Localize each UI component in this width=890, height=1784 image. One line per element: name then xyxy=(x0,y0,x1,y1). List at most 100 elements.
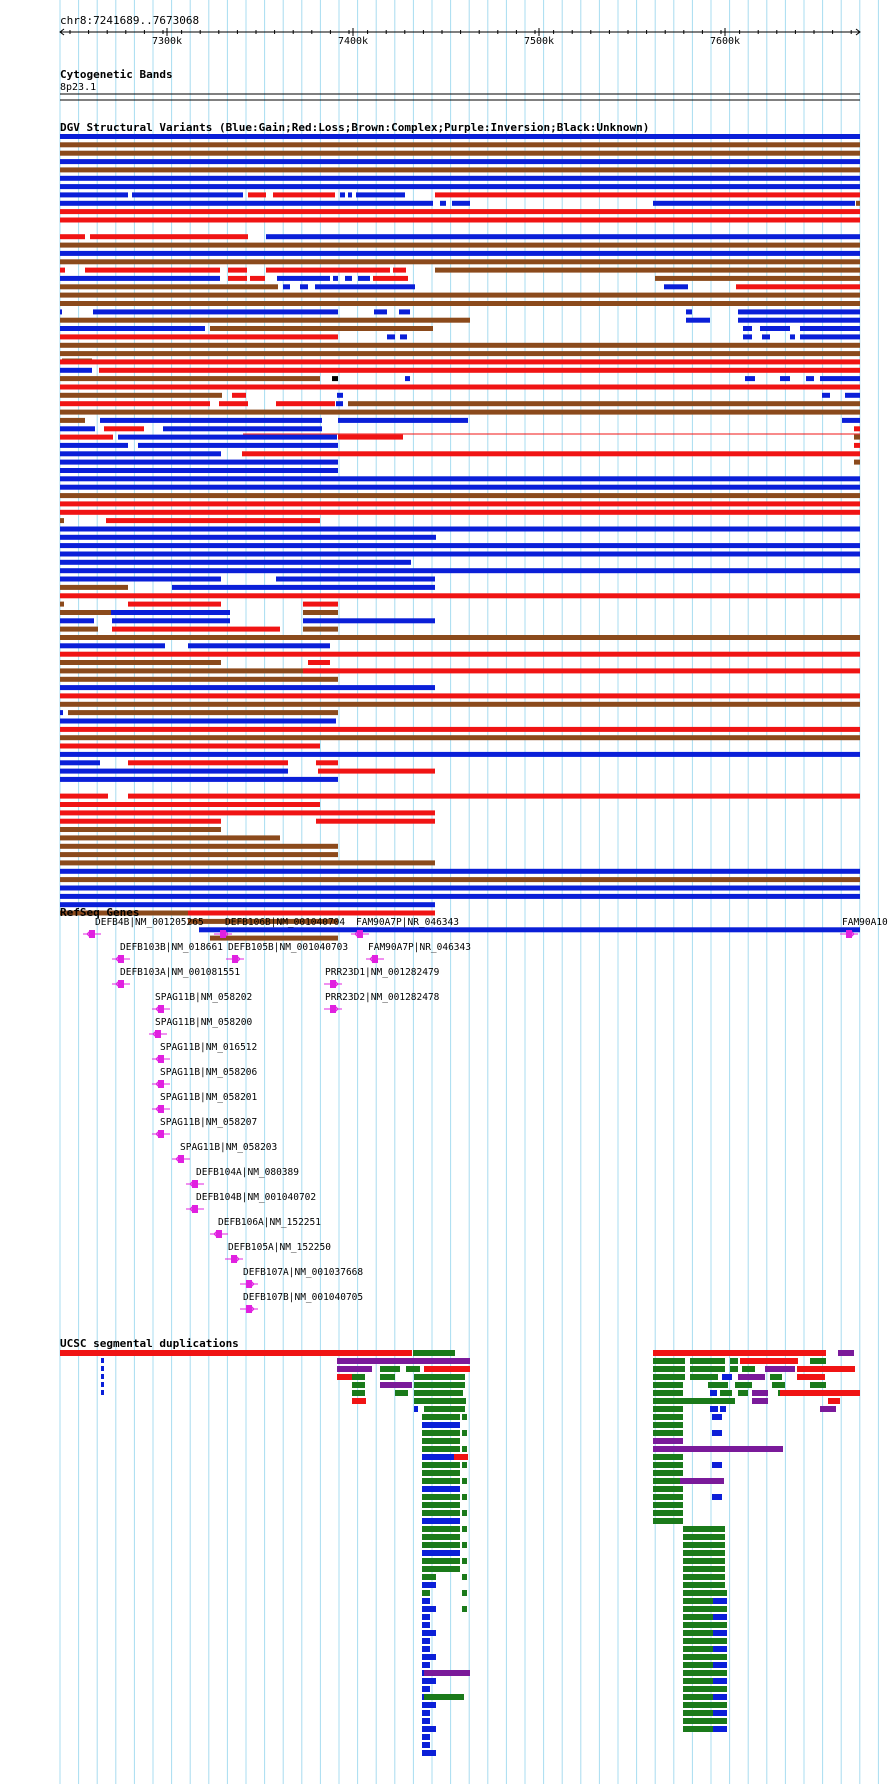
dgv-variant-bar xyxy=(106,518,320,524)
dgv-variant-bar xyxy=(93,309,338,315)
dgv-variant-bar xyxy=(300,284,308,290)
segdup-bar xyxy=(462,1574,467,1580)
segdup-bar xyxy=(462,1510,467,1516)
dgv-variant-bar xyxy=(760,326,790,331)
dgv-variant-bar xyxy=(111,610,230,615)
segdup-bar xyxy=(810,1358,826,1364)
segdup-bar xyxy=(730,1366,738,1372)
cytoband-track[interactable]: Cytogenetic Bands 8p23.1 xyxy=(60,68,860,101)
dgv-variant-bar xyxy=(308,660,330,665)
dgv-variant-bar xyxy=(60,401,210,407)
dgv-variant-bar xyxy=(60,760,100,766)
dgv-variant-bar xyxy=(60,534,436,540)
dgv-variant-bar xyxy=(60,635,860,640)
dgv-variant-bar xyxy=(60,543,860,549)
dgv-variant-bar xyxy=(435,267,860,273)
dgv-variant-bar xyxy=(60,468,338,473)
dgv-variant-bar xyxy=(356,192,405,198)
dgv-variant-bar xyxy=(60,417,85,423)
segdup-bar xyxy=(454,1454,468,1460)
dgv-variant-bar xyxy=(60,309,62,315)
dgv-variant-bar xyxy=(60,159,860,165)
gene-label: SPAG11B|NM_058201 xyxy=(160,1092,258,1103)
gene-label: FAM90A10 xyxy=(842,917,888,928)
dgv-variant-bar xyxy=(60,701,860,707)
segdup-bar xyxy=(713,1718,727,1724)
dgv-variant-bar xyxy=(128,793,860,799)
segdup-bar xyxy=(653,1510,683,1516)
segdup-bar xyxy=(752,1390,768,1396)
segdup-bar xyxy=(683,1662,725,1668)
dgv-variant-bar xyxy=(332,376,338,382)
gene-label: FAM90A7P|NR_046343 xyxy=(368,942,471,953)
dgv-variant-bar xyxy=(60,200,433,206)
segdup-bar xyxy=(422,1422,460,1428)
dgv-variant-bar xyxy=(842,417,860,423)
segdup-bar xyxy=(413,1350,455,1356)
segdup-bar xyxy=(422,1630,436,1636)
gene-label: FAM90A7P|NR_046343 xyxy=(356,917,459,928)
dgv-variant-bar xyxy=(743,326,752,331)
dgv-variant-bar xyxy=(60,342,860,348)
segdup-bar xyxy=(713,1638,727,1644)
segdup-bar xyxy=(422,1550,460,1556)
dgv-variant-bar xyxy=(60,793,108,799)
segdup-bar xyxy=(683,1702,725,1708)
dgv-variant-bar xyxy=(338,417,468,423)
dgv-variant-bar xyxy=(60,568,860,574)
dgv-variant-bar xyxy=(336,401,343,407)
segdup-bar xyxy=(422,1638,430,1644)
dgv-variant-bar xyxy=(60,576,221,582)
dgv-track[interactable]: DGV Structural Variants (Blue:Gain;Red:L… xyxy=(60,121,860,941)
dgv-variant-bar xyxy=(60,167,860,173)
dgv-variant-bar xyxy=(60,334,338,340)
segdup-bar xyxy=(653,1406,683,1412)
segdup-bar xyxy=(738,1390,748,1396)
segdup-bar xyxy=(462,1526,467,1532)
segdup-bar xyxy=(406,1366,420,1372)
segdup-bar xyxy=(337,1358,470,1364)
dgv-variant-bar xyxy=(228,275,247,281)
segdup-bar xyxy=(713,1686,727,1692)
dgv-variants[interactable] xyxy=(60,134,860,941)
segdup-bar xyxy=(422,1702,436,1708)
segdup-bar xyxy=(422,1558,460,1564)
dgv-variant-bar xyxy=(112,618,230,624)
segdup-bar xyxy=(414,1374,465,1380)
segdup-bar xyxy=(683,1654,725,1660)
segdup-bar xyxy=(653,1494,683,1500)
dgv-variant-bar xyxy=(856,200,860,206)
dgv-variant-bar xyxy=(199,927,860,933)
dgv-variant-bar xyxy=(345,275,352,281)
segdup-bar xyxy=(422,1606,436,1612)
refseq-track[interactable]: RefSeq Genes DEFB4B|NM_001205265 DEFB106B… xyxy=(60,906,888,1313)
gene-label: SPAG11B|NM_058203 xyxy=(180,1142,277,1153)
segdup-track[interactable]: UCSC segmental duplications xyxy=(60,1337,860,1756)
segdup-features[interactable] xyxy=(60,1350,860,1756)
segdup-bar xyxy=(653,1414,683,1420)
segdup-bar xyxy=(772,1382,785,1388)
segdup-bar xyxy=(683,1614,725,1620)
dgv-variant-bar xyxy=(60,292,860,298)
segdup-bar xyxy=(713,1710,727,1716)
segdup-bar xyxy=(713,1630,727,1636)
segdup-bar xyxy=(683,1558,725,1564)
refseq-gene-models[interactable]: DEFB4B|NM_001205265 DEFB106B|NM_001040704… xyxy=(83,917,888,1313)
segdup-bar xyxy=(462,1494,467,1500)
segdup-bar xyxy=(424,1670,470,1676)
dgv-variant-bar xyxy=(60,326,205,331)
dgv-variant-bar xyxy=(128,760,288,766)
dgv-variant-bar xyxy=(60,618,94,624)
dgv-variant-bar xyxy=(653,200,855,206)
segdup-bar xyxy=(101,1374,104,1379)
dgv-variant-bar xyxy=(60,601,64,607)
gene-label: DEFB106A|NM_152251 xyxy=(218,1217,321,1228)
dgv-variant-bar xyxy=(358,275,370,281)
segdup-bar xyxy=(422,1470,460,1476)
segdup-bar xyxy=(422,1526,460,1532)
dgv-variant-bar xyxy=(60,142,860,148)
segdup-bar xyxy=(462,1590,467,1596)
segdup-bar xyxy=(722,1374,732,1380)
segdup-bar xyxy=(422,1678,436,1684)
